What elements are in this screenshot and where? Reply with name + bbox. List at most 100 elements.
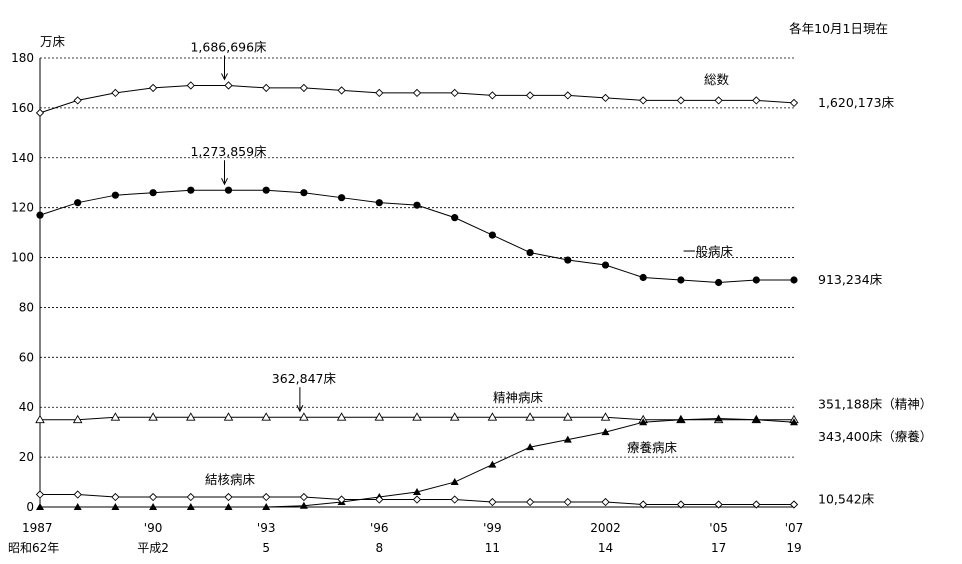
data-point — [111, 191, 119, 199]
annotation-label: 1,686,696床 — [190, 39, 267, 54]
end-value-label: 1,620,173床 — [818, 95, 895, 110]
data-point — [223, 412, 234, 421]
end-value-label: 343,400床（療養） — [818, 429, 932, 444]
data-point — [35, 108, 45, 118]
series-lines — [35, 81, 799, 510]
x-tick-sublabel: 平成2 — [137, 541, 169, 555]
data-point — [526, 248, 534, 257]
data-point — [563, 412, 573, 421]
data-point — [413, 488, 421, 496]
data-point — [676, 415, 685, 423]
data-point — [413, 201, 421, 209]
data-point — [375, 88, 384, 98]
end-value-labels: 1,620,173床 913,234床 351,188床（精神） 343,400床（療… — [818, 95, 932, 507]
y-axis-label: 万床 — [40, 34, 66, 49]
data-point — [35, 490, 45, 499]
data-point — [148, 412, 158, 421]
data-point — [111, 492, 120, 502]
y-tick-label: 100 — [11, 251, 34, 265]
data-point — [375, 495, 384, 504]
data-point — [714, 500, 723, 509]
x-tick-sublabel: 8 — [375, 541, 383, 555]
data-point — [187, 186, 195, 194]
data-point — [451, 214, 459, 222]
data-point — [412, 495, 422, 504]
x-tick-sublabel: 19 — [786, 541, 801, 555]
series-0 — [35, 81, 799, 118]
data-point — [676, 96, 686, 105]
data-point — [488, 497, 497, 507]
x-tick-sublabel: 昭和62年 — [8, 541, 59, 555]
series-label-tuberculosis: 結核病床 — [205, 472, 256, 487]
data-point — [525, 91, 535, 100]
peak-annotations: 1,686,696床 1,273,859床 362,847床 — [190, 39, 336, 413]
data-point — [752, 500, 761, 509]
data-point — [186, 492, 195, 502]
data-point — [224, 503, 233, 510]
series-label-general: 一般病床 — [683, 244, 734, 259]
x-tick-label: 2002 — [590, 521, 621, 535]
x-tick-label: '93 — [257, 521, 276, 535]
data-point — [600, 412, 611, 421]
data-point — [601, 93, 610, 103]
data-point — [149, 503, 158, 510]
data-point — [148, 492, 158, 502]
x-tick-labels: 1987 昭和62年 '90 平成2 '93 5 '96 8 '99 11 2002 14 '05 17 '… — [8, 521, 803, 555]
data-point — [563, 91, 572, 100]
y-tick-label: 120 — [11, 201, 34, 215]
data-point — [412, 88, 422, 98]
series-1 — [36, 186, 798, 287]
y-tick-labels: 0 20 40 60 80 100 120 140 160 180 — [11, 51, 34, 514]
data-point — [488, 91, 497, 100]
x-tick-label: '96 — [370, 521, 389, 535]
data-point — [224, 492, 233, 502]
data-point — [73, 96, 82, 105]
data-point — [525, 497, 535, 507]
data-point — [790, 276, 798, 284]
data-point — [450, 88, 459, 98]
data-point — [449, 412, 460, 421]
data-point — [526, 443, 535, 451]
annotation-label: 1,273,859床 — [190, 144, 267, 159]
y-tick-label: 0 — [26, 500, 34, 514]
data-point — [262, 83, 271, 93]
data-point — [74, 199, 82, 207]
data-point — [336, 412, 347, 421]
series-label-psychiatric: 精神病床 — [493, 390, 544, 405]
data-point — [73, 490, 82, 499]
annotation-arrowhead — [221, 73, 228, 81]
y-tick-label: 60 — [19, 350, 34, 364]
data-point — [110, 412, 121, 421]
data-point — [149, 189, 157, 197]
data-point — [601, 428, 610, 436]
data-point — [299, 83, 309, 93]
data-point — [262, 503, 271, 510]
data-point — [488, 231, 496, 239]
data-point — [752, 276, 760, 284]
data-point — [714, 96, 723, 105]
x-tick-sublabel: 5 — [262, 541, 270, 555]
y-tick-label: 40 — [19, 400, 34, 414]
data-point — [111, 88, 120, 98]
data-point — [563, 497, 572, 507]
end-value-label: 913,234床 — [818, 272, 883, 287]
x-tick-label: '90 — [144, 521, 163, 535]
data-point — [752, 415, 761, 423]
data-point — [111, 503, 120, 510]
series-4 — [35, 490, 799, 509]
data-point — [525, 412, 535, 421]
data-point — [564, 256, 572, 264]
series-label-long-term-care: 療養病床 — [627, 440, 678, 455]
data-point — [639, 273, 647, 282]
data-point — [563, 435, 572, 443]
annotation-arrowhead — [296, 404, 304, 413]
data-point — [186, 412, 196, 421]
data-point — [412, 412, 422, 421]
data-point — [299, 501, 308, 509]
data-point — [789, 98, 799, 108]
data-point — [639, 96, 648, 105]
data-point — [676, 500, 686, 509]
data-point — [73, 503, 82, 510]
data-point — [374, 412, 385, 421]
